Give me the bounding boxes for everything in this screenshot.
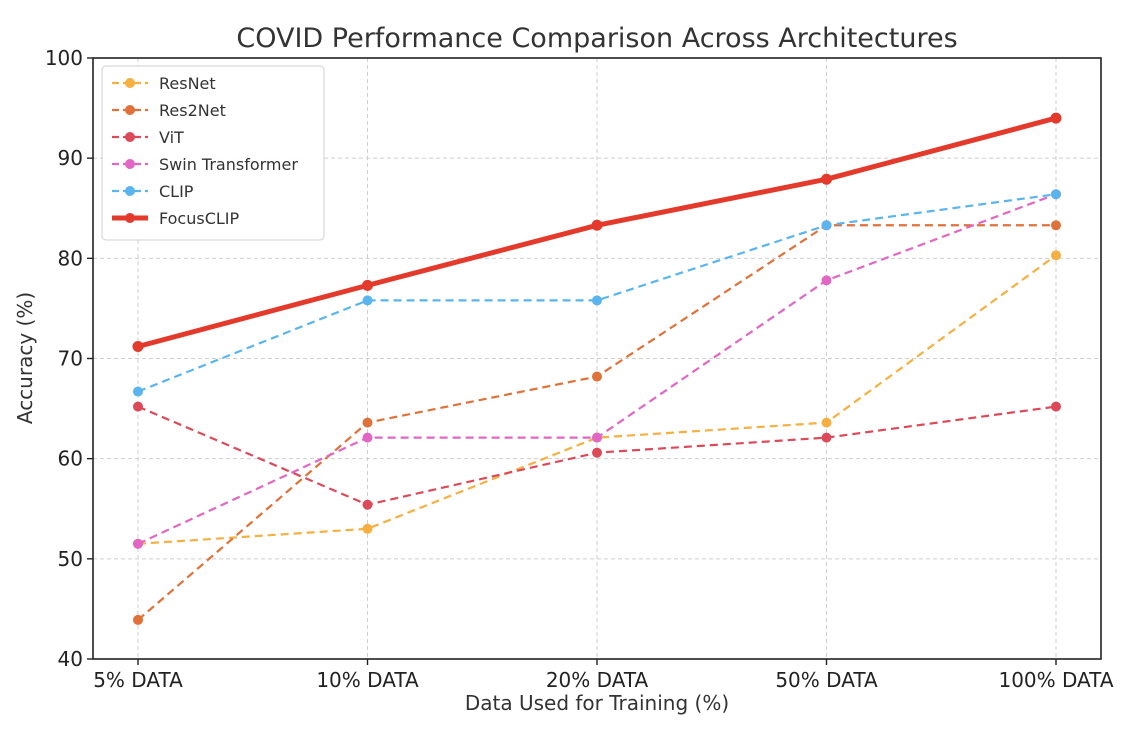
y-tick-label: 40	[58, 647, 83, 671]
legend-marker	[125, 186, 135, 196]
data-point	[821, 417, 832, 428]
data-point	[821, 173, 832, 185]
legend-entry: ResNet	[112, 74, 216, 93]
data-point	[592, 371, 602, 382]
data-point	[821, 275, 832, 286]
data-point	[133, 401, 143, 412]
data-point	[1050, 112, 1062, 124]
data-point	[1051, 189, 1061, 200]
data-point	[592, 295, 602, 306]
data-point	[591, 219, 603, 231]
series-focusclip	[132, 112, 1062, 352]
chart-title: COVID Performance Comparison Across Arch…	[236, 23, 957, 54]
x-tick-label: 5% DATA	[93, 668, 183, 692]
series-line	[137, 193, 1057, 393]
series-layer	[132, 112, 1062, 625]
legend-marker	[125, 132, 135, 142]
y-tick-label: 70	[58, 347, 83, 371]
data-point	[1051, 220, 1061, 231]
legend-label: Res2Net	[159, 101, 226, 120]
legend-label: Swin Transformer	[159, 155, 298, 174]
data-point	[821, 432, 832, 443]
y-axis-label: Accuracy (%)	[13, 292, 37, 424]
ticks: 5% DATA 10% DATA 20% DATA 50% DATA 100% DATA…	[45, 46, 1114, 692]
y-tick-label: 100	[45, 46, 83, 70]
data-point	[362, 417, 373, 428]
legend: ResNet Res2Net ViT Swin Transformer CLIP Focu…	[101, 65, 325, 241]
legend-label: ResNet	[159, 74, 216, 93]
data-point	[133, 538, 143, 549]
legend-label: CLIP	[159, 182, 194, 201]
legend-marker	[125, 159, 135, 169]
data-point	[362, 432, 373, 443]
legend-entry: CLIP	[112, 182, 194, 201]
x-tick-label: 100% DATA	[998, 668, 1113, 692]
legend-box	[101, 65, 325, 241]
x-axis-label: Data Used for Training (%)	[465, 691, 729, 715]
legend-label: FocusCLIP	[159, 209, 240, 228]
legend-label: ViT	[159, 128, 184, 147]
data-point	[592, 447, 602, 458]
legend-marker	[125, 78, 135, 88]
data-point	[592, 432, 602, 443]
data-point	[133, 614, 143, 625]
y-tick-label: 50	[58, 547, 83, 571]
y-tick-label: 90	[58, 146, 83, 170]
data-point	[133, 386, 143, 397]
data-point	[132, 340, 144, 352]
legend-entry: ViT	[112, 128, 184, 147]
legend-marker	[125, 213, 135, 223]
x-tick-label: 10% DATA	[316, 668, 419, 692]
y-tick-label: 80	[58, 246, 83, 270]
data-point	[362, 295, 373, 306]
data-point	[362, 523, 373, 534]
x-tick-label: 50% DATA	[775, 668, 878, 692]
series-resnet	[133, 250, 1061, 549]
legend-entry: FocusCLIP	[112, 209, 240, 228]
legend-entry: Swin Transformer	[112, 155, 298, 174]
x-tick-label: 20% DATA	[546, 668, 649, 692]
legend-entry: Res2Net	[112, 101, 226, 120]
y-tick-label: 60	[58, 447, 83, 471]
data-point	[821, 220, 832, 231]
data-point	[362, 499, 373, 510]
data-point	[1051, 401, 1061, 412]
series-vit	[133, 401, 1061, 510]
legend-marker	[125, 105, 135, 115]
series-clip	[133, 189, 1061, 397]
data-point	[362, 279, 373, 291]
data-point	[1051, 250, 1061, 261]
